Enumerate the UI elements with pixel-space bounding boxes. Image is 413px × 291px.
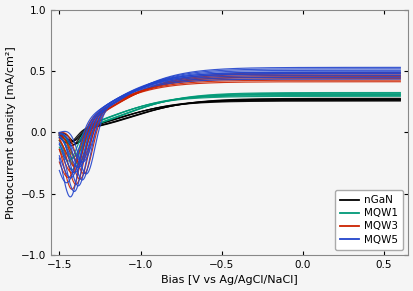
Legend: nGaN, MQW1, MQW3, MQW5: nGaN, MQW1, MQW3, MQW5 xyxy=(334,190,402,250)
X-axis label: Bias [V vs Ag/AgCl/NaCl]: Bias [V vs Ag/AgCl/NaCl] xyxy=(161,276,297,285)
Y-axis label: Photocurrent density [mA/cm²]: Photocurrent density [mA/cm²] xyxy=(5,46,16,219)
